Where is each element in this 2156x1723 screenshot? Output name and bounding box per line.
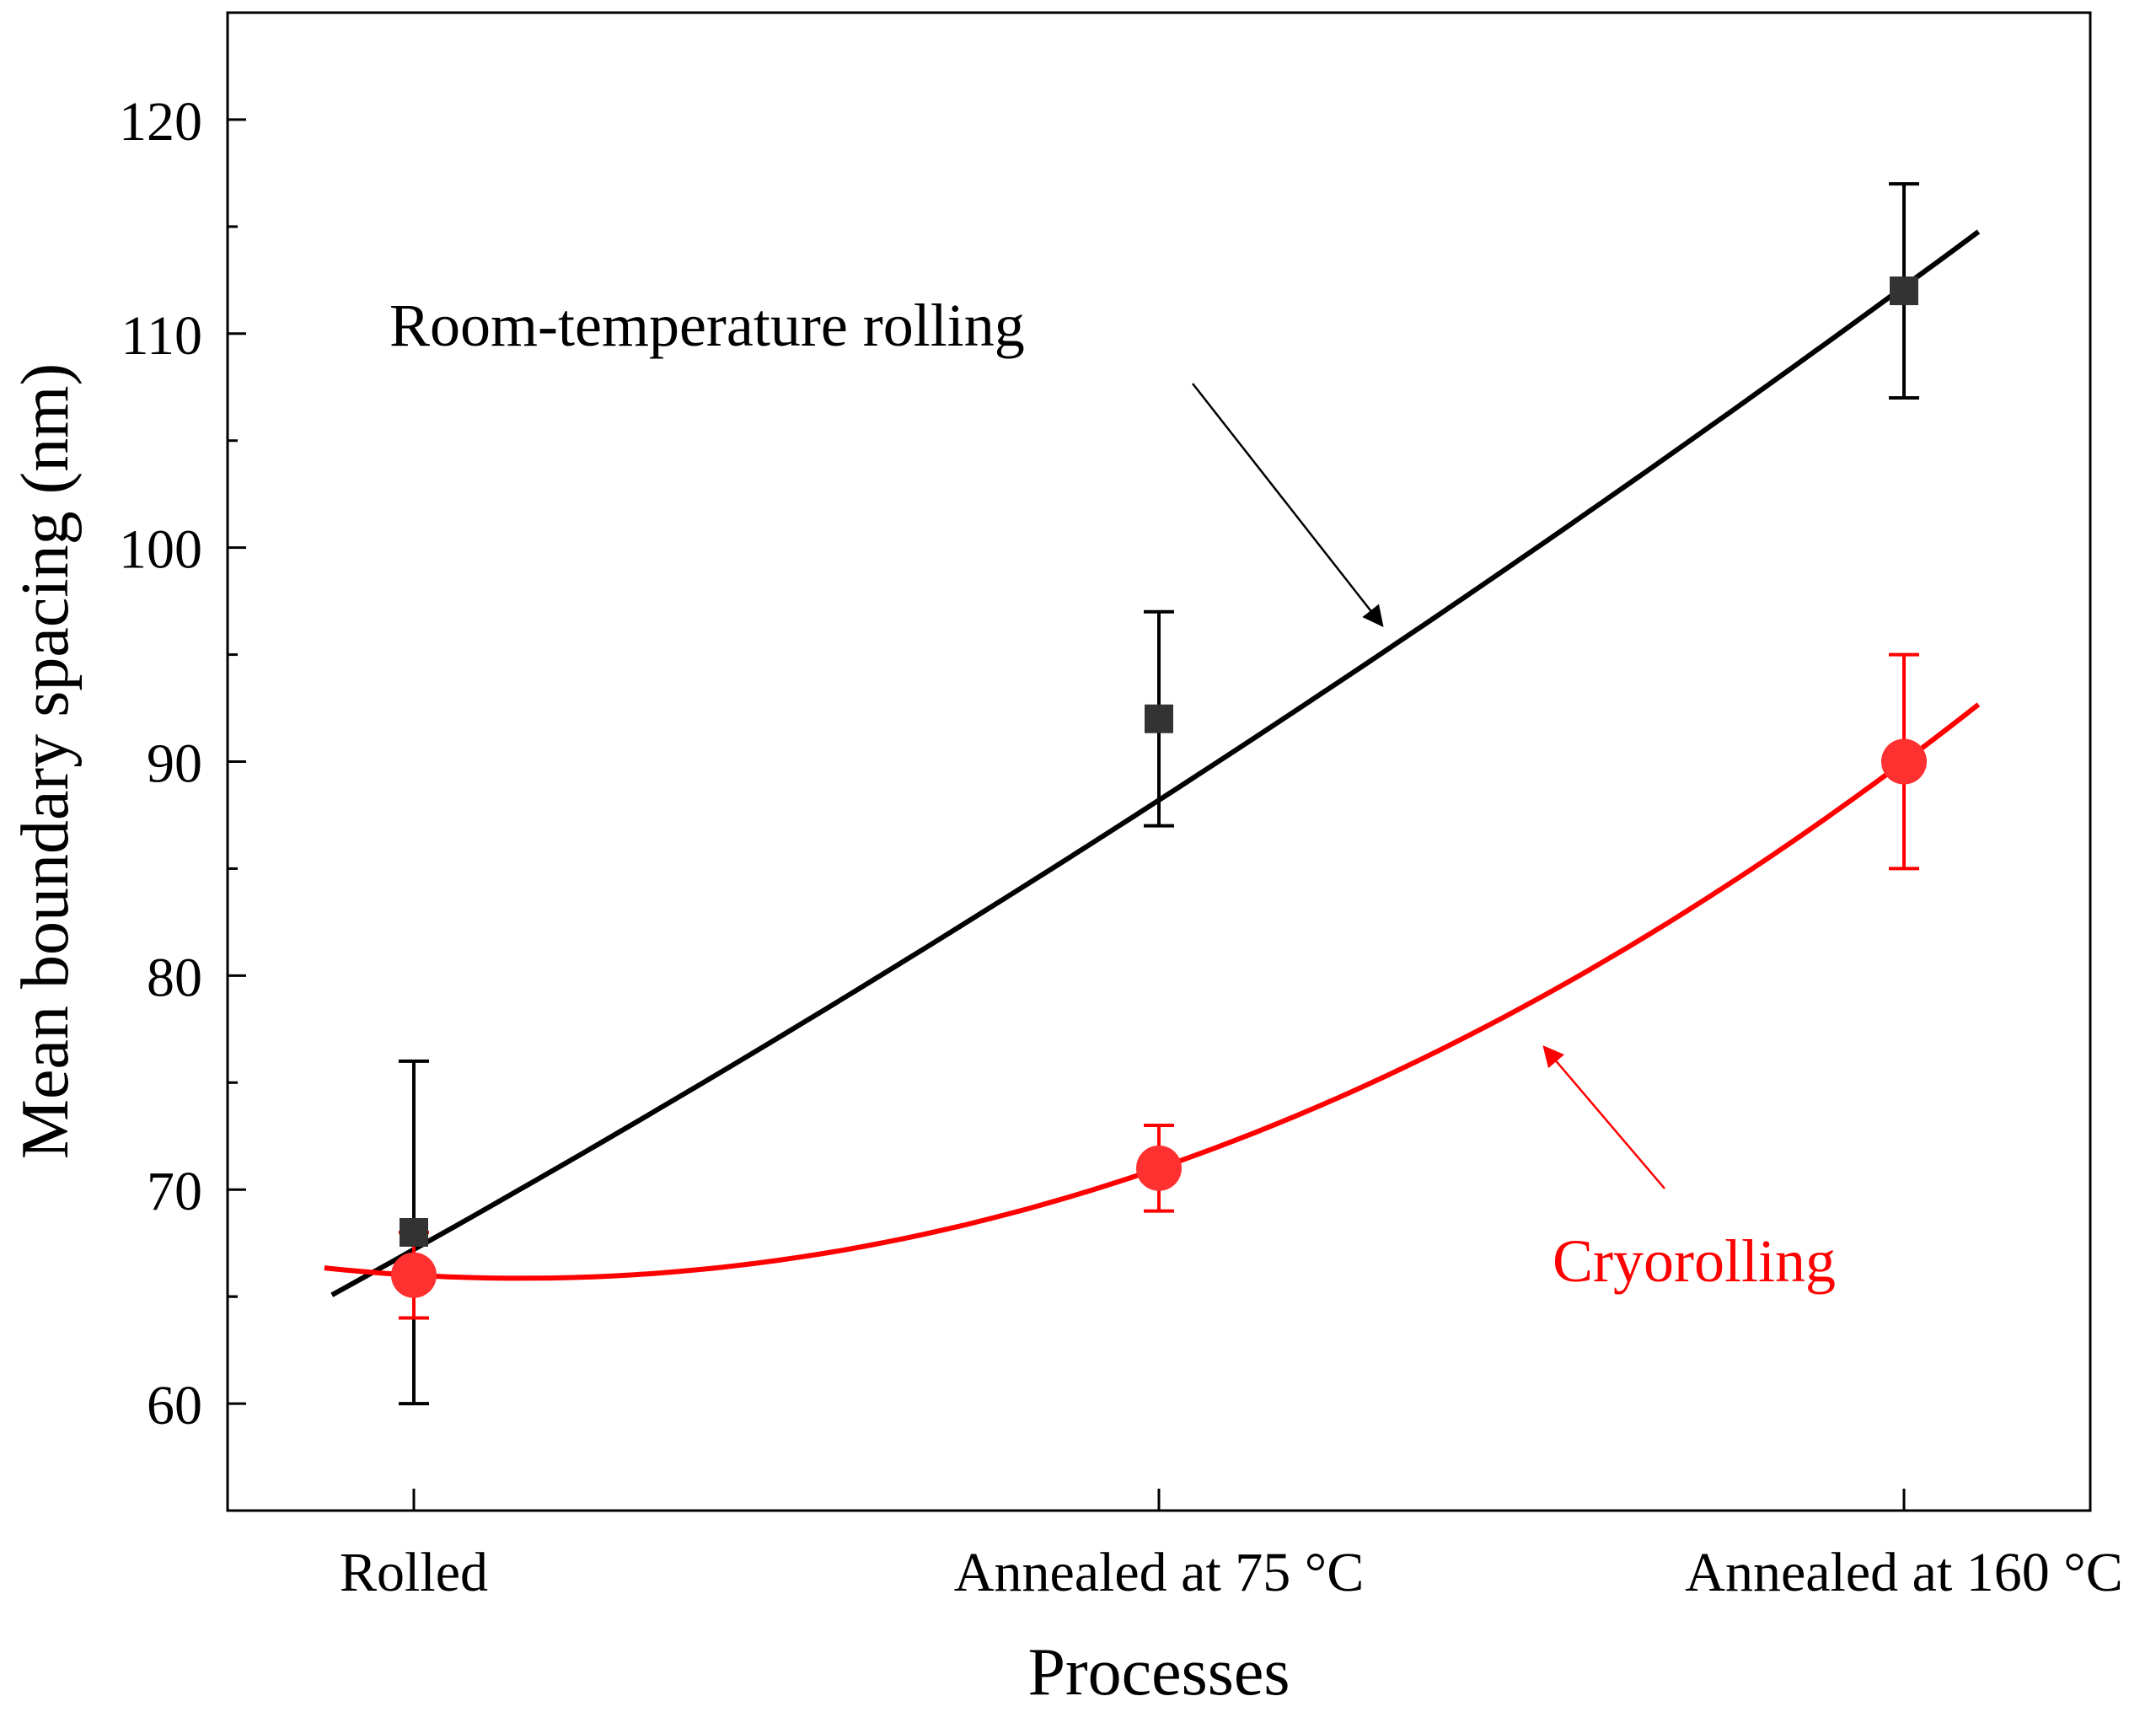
cryo-annotation-label: Cryorolling <box>1553 1227 1836 1295</box>
data-point-cryorolling <box>1881 738 1927 785</box>
y-tick-label: 120 <box>119 91 202 153</box>
room-annotation-arrow <box>1192 383 1384 627</box>
y-tick-label: 70 <box>147 1161 202 1222</box>
data-point-room-temperature <box>400 1217 428 1247</box>
data-point-cryorolling <box>1136 1145 1182 1191</box>
y-tick-label: 100 <box>119 519 202 581</box>
y-tick-label: 110 <box>121 305 202 367</box>
y-axis: 60 70 80 90 100 110 120 <box>119 91 246 1436</box>
room-annotation-label: Room-temperature rolling <box>389 292 1025 359</box>
fit-lines <box>324 229 1981 1297</box>
data-point-room-temperature <box>1145 704 1173 733</box>
data-point-room-temperature <box>1890 276 1918 306</box>
x-tick-label: Annealed at 160 °C <box>1685 1542 2122 1603</box>
y-tick-label: 60 <box>147 1375 202 1436</box>
x-tick-label: Annealed at 75 °C <box>954 1542 1364 1603</box>
fit-line-room-temperature <box>330 229 1981 1297</box>
data-point-cryorolling <box>391 1252 437 1298</box>
x-tick-label: Rolled <box>340 1542 488 1603</box>
y-tick-label: 90 <box>147 733 202 795</box>
y-tick-label: 80 <box>147 947 202 1008</box>
x-axis: Rolled Annealed at 75 °C Annealed at 160 °… <box>340 1489 2123 1603</box>
fit-line-cryorolling <box>324 702 1981 1281</box>
data-markers <box>391 276 1927 1298</box>
y-axis-title: Mean boundary spacing (nm) <box>8 363 83 1159</box>
cryo-annotation-arrow <box>1542 1045 1665 1189</box>
x-axis-title: Processes <box>1027 1635 1290 1710</box>
error-bars <box>399 182 1919 1406</box>
